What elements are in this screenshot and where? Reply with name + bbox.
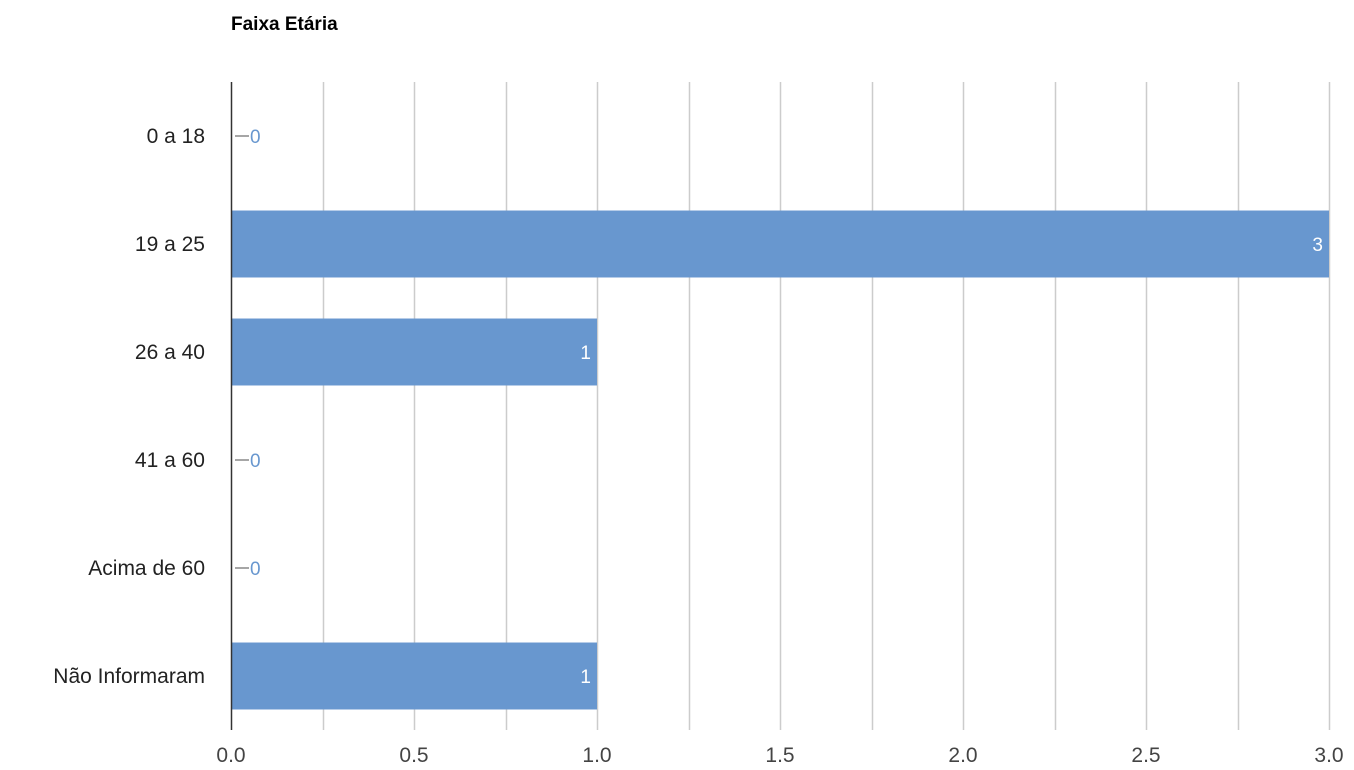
bar[interactable] xyxy=(231,642,597,710)
data-label: 0 xyxy=(250,127,261,148)
x-tick-label: 0.5 xyxy=(399,744,428,767)
category-label: Não Informaram xyxy=(53,665,205,688)
category-label: 0 a 18 xyxy=(147,125,205,148)
gridlines xyxy=(322,82,1331,730)
data-label: 1 xyxy=(580,343,591,364)
bars xyxy=(231,210,1329,710)
labels: 0.0 0.5 1.0 1.5 2.0 2.5 3.0 0 a 18 0 19 a 25 3 26 a… xyxy=(53,125,1343,767)
category-label: Acima de 60 xyxy=(88,557,205,580)
data-label: 3 xyxy=(1312,235,1323,256)
category-label: 19 a 25 xyxy=(135,233,205,256)
x-tick-label: 1.5 xyxy=(765,744,794,767)
x-tick-label: 2.5 xyxy=(1131,744,1160,767)
bar[interactable] xyxy=(231,318,597,386)
x-tick-label: 0.0 xyxy=(216,744,245,767)
chart-title: Faixa Etária xyxy=(231,14,338,35)
data-label: 1 xyxy=(580,667,591,688)
category-label: 41 a 60 xyxy=(135,449,205,472)
x-tick-label: 3.0 xyxy=(1314,744,1343,767)
bar[interactable] xyxy=(231,210,1329,278)
data-label: 0 xyxy=(250,451,261,472)
category-label: 26 a 40 xyxy=(135,341,205,364)
x-tick-label: 2.0 xyxy=(948,744,977,767)
x-tick-label: 1.0 xyxy=(582,744,611,767)
data-label: 0 xyxy=(250,559,261,580)
